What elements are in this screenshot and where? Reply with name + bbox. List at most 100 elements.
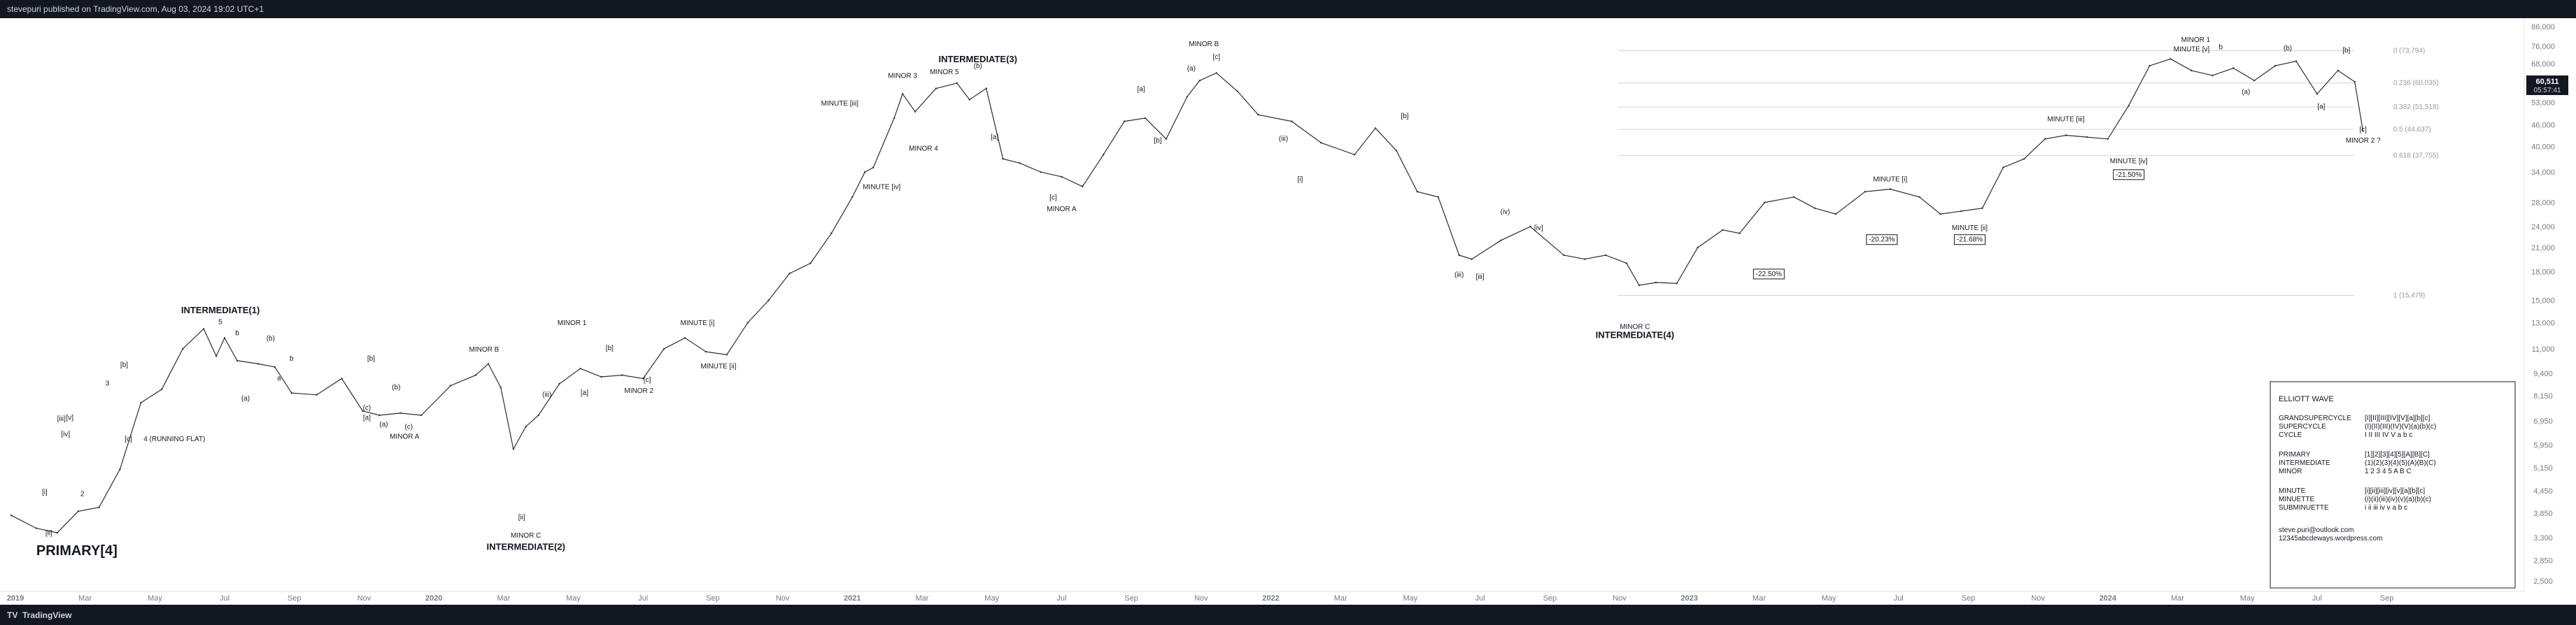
price-point (500, 387, 502, 389)
price-point (257, 363, 260, 365)
price-point (1625, 262, 1628, 264)
price-point (872, 166, 875, 168)
price-point (663, 347, 665, 350)
brand-name[interactable]: TradingView (22, 610, 72, 620)
price-point (341, 378, 343, 380)
price-point (362, 410, 364, 412)
price-point (1082, 185, 1084, 187)
wave-label: [c] (644, 376, 651, 384)
price-point (705, 350, 707, 353)
wave-label: (c) (404, 423, 413, 431)
price-point (684, 337, 686, 339)
legend-labels: (I)(II)(III)(IV)(V)(a)(b)(c) (2365, 423, 2436, 431)
chart-area[interactable]: 0 (73,794) 0.236 (60,035) 0.382 (51,518) 0.… (0, 18, 2576, 605)
wave-label: b (290, 355, 294, 363)
y-tick-label: 76,000 (2531, 43, 2555, 51)
wave-label: [a] (581, 389, 588, 397)
y-tick-label: 68,000 (2531, 60, 2555, 69)
fib-level-label: 0.5 (44,637) (2393, 126, 2431, 134)
price-point (98, 506, 100, 508)
price-point (901, 93, 904, 95)
price-point (1889, 188, 1891, 190)
wave-label: [iv] (1534, 224, 1543, 232)
wave-label: -21.50% (2116, 171, 2142, 179)
wave-label: [ii] (45, 529, 52, 537)
price-point (1981, 207, 1983, 209)
price-point (726, 354, 728, 356)
x-tick-label: Nov (1194, 594, 1208, 603)
x-tick-label: Sep (1962, 594, 1976, 603)
major-wave-label: INTERMEDIATE(4) (1596, 329, 1674, 340)
legend-degree: SUBMINUETTE (2279, 504, 2329, 512)
x-tick-label: Sep (1543, 594, 1557, 603)
last-price-tag[interactable] (2526, 75, 2568, 95)
wave-label: 3 (106, 380, 110, 388)
price-point (1103, 154, 1105, 156)
legend-labels: [I][II][III][IV][V][a][b][c] (2365, 415, 2430, 422)
x-tick-label: Sep (706, 594, 720, 603)
tradingview-logo-icon[interactable]: TV (7, 610, 18, 620)
y-tick-label: 24,000 (2531, 223, 2555, 231)
wave-label: [iii] (57, 415, 66, 423)
price-point (77, 510, 79, 512)
wave-label: MINUTE [v] (2174, 45, 2210, 53)
price-point (1215, 72, 1217, 74)
y-axis[interactable]: 86,00076,00068,00060,00053,00046,00040,0… (2524, 18, 2568, 591)
legend-degree: CYCLE (2279, 431, 2302, 439)
wave-label: [iii] (1475, 273, 1484, 281)
x-tick-label: Sep (288, 594, 302, 603)
price-point (1793, 196, 1795, 198)
wave-label: (a) (1187, 65, 1196, 73)
chart-svg[interactable]: 0 (73,794) 0.236 (60,035) 0.382 (51,518) 0.… (0, 18, 2576, 605)
price-point (1061, 175, 1063, 178)
price-point (487, 363, 490, 365)
wave-label: -22.50% (1756, 271, 1782, 278)
major-wave-label: INTERMEDIATE(3) (939, 54, 1017, 64)
y-tick-label: 11,000 (2532, 345, 2555, 354)
wave-label: [b] (1154, 137, 1161, 145)
legend-labels: (i)(ii)(iii)(iv)(v)(a)(b)(c) (2365, 496, 2431, 503)
fib-level-label: 0 (73,794) (2393, 47, 2426, 55)
price-point (223, 337, 226, 339)
wave-label: MINUTE [i] (1873, 176, 1907, 184)
price-point (1939, 213, 1941, 215)
price-series[interactable] (10, 58, 2364, 534)
wave-label: MINOR 1 (558, 319, 587, 327)
price-point (2232, 67, 2235, 69)
wave-label: [c] (1212, 53, 1220, 61)
wave-label: MINUTE [i] (681, 319, 715, 327)
wave-label: MINOR A (1047, 206, 1077, 213)
price-point (1583, 258, 1586, 260)
wave-label: (iii) (1455, 271, 1464, 279)
wave-label: MINOR 3 (888, 73, 917, 80)
price-point (2253, 80, 2256, 82)
price-line[interactable] (10, 58, 2356, 533)
major-wave-label: PRIMARY[4] (36, 543, 118, 559)
legend-labels: [1][2][3][4][5][A][B][C] (2365, 451, 2430, 459)
price-point (1374, 127, 1377, 129)
price-point (1697, 246, 1699, 249)
price-point (2170, 58, 2172, 60)
price-point (1960, 210, 1962, 213)
wave-label: MINOR 1 (2181, 36, 2211, 44)
wave-label: [ii] (518, 514, 525, 522)
x-tick-label: 2022 (1262, 594, 1279, 603)
x-tick-label: May (1403, 594, 1417, 603)
major-wave-label: INTERMEDIATE(1) (181, 305, 260, 315)
x-axis[interactable]: 2019 Mar May Jul Sep Nov 2020 Mar May Jul Sep Nov 20… (0, 591, 2524, 603)
price-point (767, 299, 770, 301)
price-point (2128, 104, 2130, 107)
price-point (10, 515, 13, 517)
wave-label: MINOR 4 (909, 145, 938, 152)
price-point (182, 347, 184, 350)
legend-site: 12345abcdeways.wordpress.com (2279, 535, 2382, 543)
last-price-countdown: 05:57:41 (2534, 87, 2561, 94)
legend-labels: I II III IV V a b c (2365, 431, 2412, 439)
x-tick-label: May (2240, 594, 2255, 603)
price-point (1040, 171, 1042, 173)
x-tick-label: Mar (2171, 594, 2184, 603)
wave-label: (a) (2242, 88, 2250, 96)
wave-label: MINOR 2 (624, 387, 653, 395)
price-point (274, 366, 276, 368)
price-point (35, 527, 38, 529)
